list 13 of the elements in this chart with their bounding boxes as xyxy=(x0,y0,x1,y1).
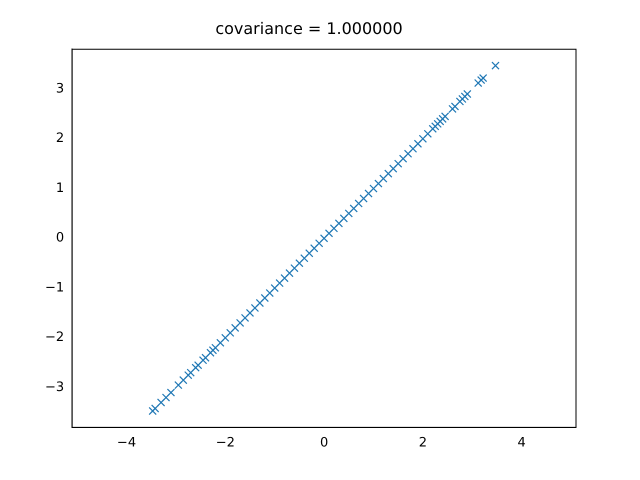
x-tick-label: −2 xyxy=(216,436,235,451)
x-tick-label: 0 xyxy=(320,436,328,451)
y-tick-label: 0 xyxy=(56,230,64,246)
y-tick-label: −1 xyxy=(44,280,64,296)
x-tick-label: −4 xyxy=(116,436,136,451)
y-tick-label: 2 xyxy=(56,131,64,146)
y-tick-label: 1 xyxy=(56,180,64,196)
chart-title: covariance = 1.000000 xyxy=(215,18,403,38)
y-tick-label: −3 xyxy=(44,380,64,395)
y-tick-label: 3 xyxy=(56,81,64,96)
y-tick-label: −2 xyxy=(44,330,64,346)
x-tick-label: 2 xyxy=(418,436,428,451)
x-tick-label: 4 xyxy=(518,436,526,451)
